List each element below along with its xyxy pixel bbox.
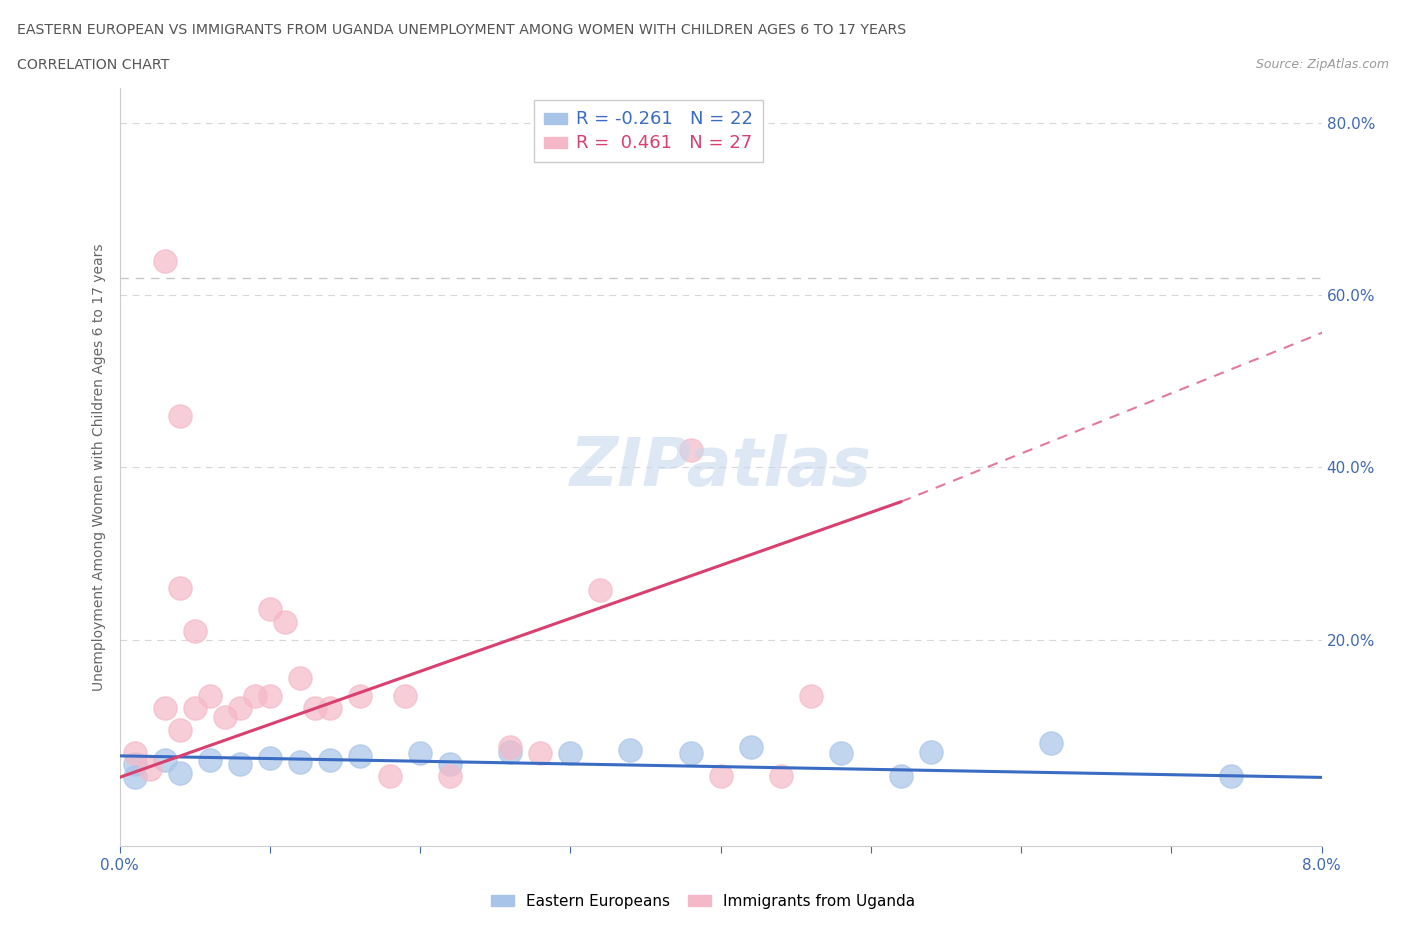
Legend: R = -0.261   N = 22, R =  0.461   N = 27: R = -0.261 N = 22, R = 0.461 N = 27	[534, 100, 763, 163]
Y-axis label: Unemployment Among Women with Children Ages 6 to 17 years: Unemployment Among Women with Children A…	[93, 244, 107, 691]
Point	[1040, 736, 1063, 751]
Point	[349, 688, 371, 703]
Point	[709, 768, 731, 783]
Point	[274, 615, 297, 630]
Point	[890, 768, 912, 783]
Point	[124, 746, 146, 761]
Point	[769, 768, 792, 783]
Point	[259, 602, 281, 617]
Point	[920, 744, 942, 759]
Point	[319, 752, 342, 767]
Point	[124, 757, 146, 772]
Point	[259, 688, 281, 703]
Point	[228, 757, 252, 772]
Point	[288, 754, 311, 769]
Point	[169, 723, 191, 737]
Point	[259, 751, 281, 766]
Point	[169, 408, 191, 423]
Point	[679, 443, 702, 458]
Point	[319, 701, 342, 716]
Point	[740, 739, 762, 754]
Point	[619, 742, 641, 757]
Text: Source: ZipAtlas.com: Source: ZipAtlas.com	[1256, 58, 1389, 71]
Point	[1220, 768, 1243, 783]
Point	[243, 688, 266, 703]
Point	[153, 752, 176, 767]
Point	[560, 746, 582, 761]
Point	[409, 746, 432, 761]
Text: CORRELATION CHART: CORRELATION CHART	[17, 58, 169, 72]
Point	[439, 757, 461, 772]
Point	[169, 580, 191, 595]
Point	[589, 582, 612, 597]
Point	[499, 744, 522, 759]
Point	[439, 768, 461, 783]
Text: ZIPatlas: ZIPatlas	[569, 434, 872, 500]
Point	[499, 739, 522, 754]
Point	[183, 623, 205, 638]
Point	[394, 688, 416, 703]
Point	[679, 746, 702, 761]
Point	[153, 701, 176, 716]
Point	[800, 688, 823, 703]
Point	[138, 762, 160, 777]
Point	[288, 671, 311, 685]
Point	[124, 770, 146, 785]
Point	[214, 710, 236, 724]
Point	[378, 768, 401, 783]
Point	[228, 701, 252, 716]
Point	[830, 746, 852, 761]
Legend: Eastern Europeans, Immigrants from Uganda: Eastern Europeans, Immigrants from Ugand…	[485, 888, 921, 915]
Point	[304, 701, 326, 716]
Point	[529, 746, 551, 761]
Point	[198, 752, 221, 767]
Point	[198, 688, 221, 703]
Text: EASTERN EUROPEAN VS IMMIGRANTS FROM UGANDA UNEMPLOYMENT AMONG WOMEN WITH CHILDRE: EASTERN EUROPEAN VS IMMIGRANTS FROM UGAN…	[17, 23, 905, 37]
Point	[153, 253, 176, 268]
Point	[169, 765, 191, 780]
Point	[349, 749, 371, 764]
Point	[183, 701, 205, 716]
